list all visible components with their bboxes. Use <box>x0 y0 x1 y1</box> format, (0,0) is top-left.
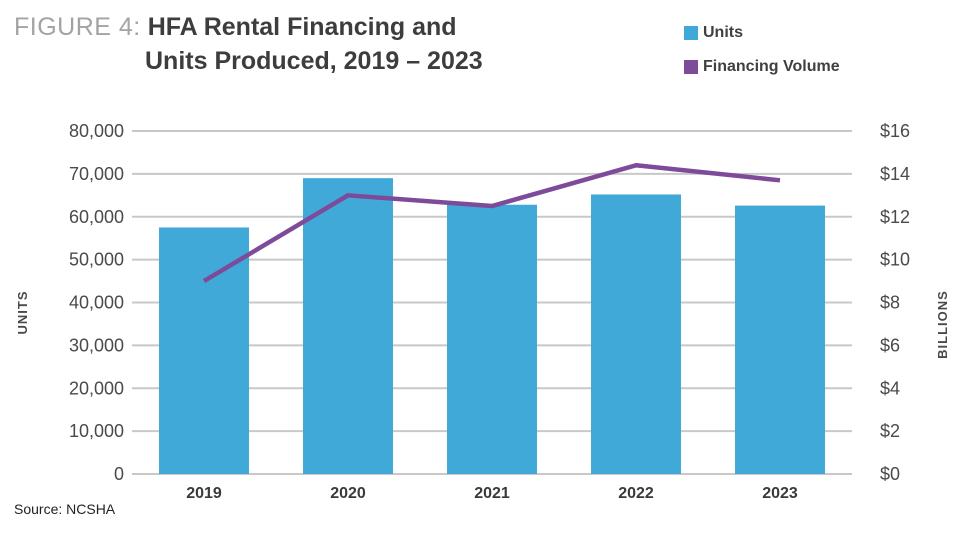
legend-item-financing: Financing Volume <box>684 50 840 84</box>
x-tick-label: 2022 <box>618 485 654 502</box>
legend-item-units: Units <box>684 16 840 50</box>
title-line-1: FIGURE 4: HFA Rental Financing and <box>14 10 483 44</box>
y-left-tick-label: 0 <box>114 464 124 484</box>
bar-units <box>303 178 393 474</box>
bar-units <box>447 204 537 474</box>
x-tick-label: 2023 <box>762 485 798 502</box>
legend-label-units: Units <box>703 24 743 41</box>
y-right-tick-label: $6 <box>880 335 900 355</box>
y-right-tick-label: $8 <box>880 293 900 313</box>
y-left-tick-label: 60,000 <box>69 207 124 227</box>
y-left-tick-label: 20,000 <box>69 378 124 398</box>
legend-label-financing: Financing Volume <box>703 58 840 75</box>
chart-title: FIGURE 4: HFA Rental Financing and Units… <box>14 10 483 78</box>
y-right-tick-label: $16 <box>880 121 910 141</box>
y-left-axis-title: UNITS <box>15 291 30 335</box>
y-right-tick-label: $10 <box>880 250 910 270</box>
title-text-1: HFA Rental Financing and <box>147 13 457 41</box>
legend-swatch-financing <box>684 60 698 74</box>
figure-label: FIGURE 4: <box>14 13 141 41</box>
bar-units <box>735 205 825 475</box>
y-right-tick-label: $14 <box>880 164 910 184</box>
y-left-tick-label: 50,000 <box>69 250 124 270</box>
x-tick-label: 2019 <box>186 485 222 502</box>
bar-units <box>591 194 681 474</box>
y-right-tick-label: $0 <box>880 464 900 484</box>
y-right-axis-title: BILLIONS <box>935 290 950 359</box>
y-left-tick-label: 70,000 <box>69 164 124 184</box>
x-tick-label: 2021 <box>474 485 510 502</box>
chart-legend: Units Financing Volume <box>684 16 840 84</box>
title-line-2: Units Produced, 2019 – 2023 <box>145 47 483 75</box>
y-left-tick-label: 10,000 <box>69 421 124 441</box>
bar-units <box>159 227 249 474</box>
y-left-tick-label: 80,000 <box>69 121 124 141</box>
y-left-tick-label: 30,000 <box>69 335 124 355</box>
y-right-tick-label: $2 <box>880 421 900 441</box>
y-right-tick-label: $12 <box>880 207 910 227</box>
x-tick-label: 2020 <box>330 485 366 502</box>
y-left-tick-label: 40,000 <box>69 293 124 313</box>
source-note: Source: NCSHA <box>14 501 116 517</box>
legend-swatch-units <box>684 26 698 40</box>
y-right-tick-label: $4 <box>880 378 900 398</box>
